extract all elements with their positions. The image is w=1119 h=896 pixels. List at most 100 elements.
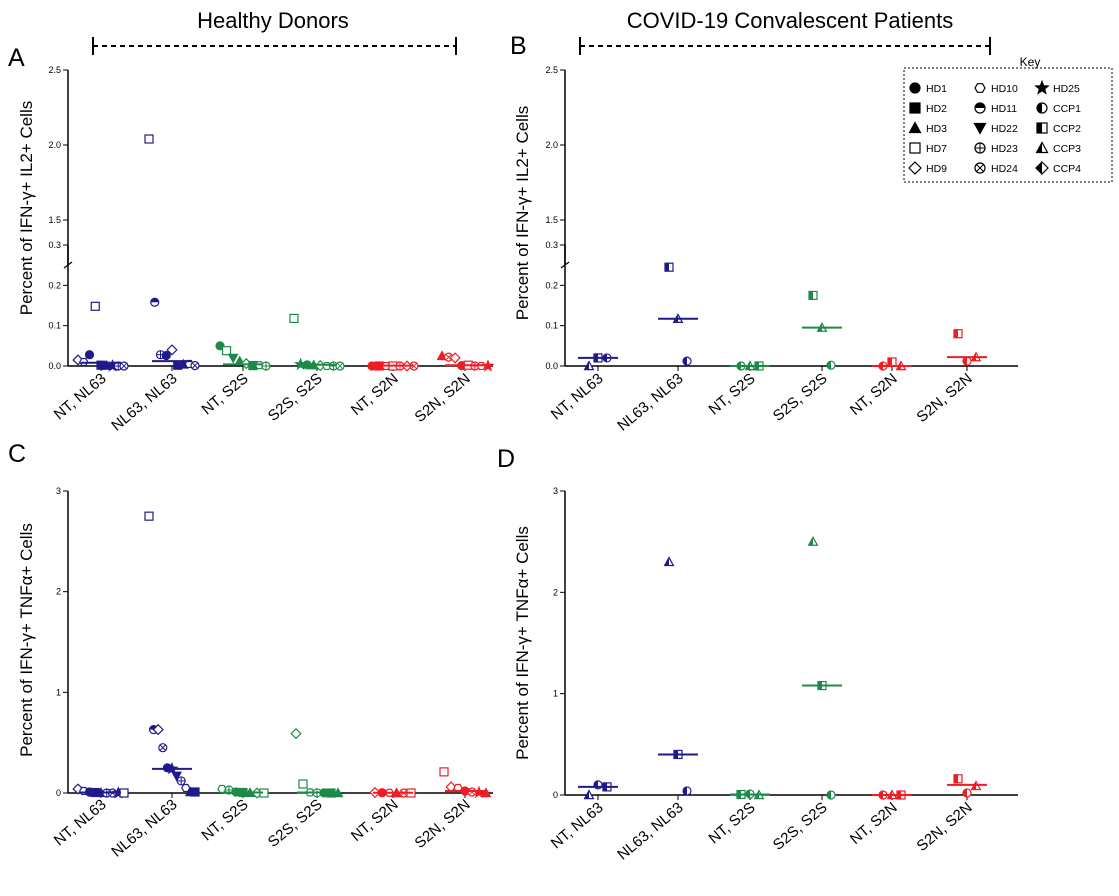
panel-c-point [190,787,200,797]
header-bracket-left [92,37,457,55]
panel-d-ytick-label: 1 [553,689,558,699]
panel-c-ytick-label: 2 [56,587,61,597]
panel-b-category-label: NT, NL63 [548,370,607,423]
key-marker-hd9 [908,161,922,175]
key-label-hd2: HD2 [926,103,947,115]
panel-d-ytick-label: 3 [553,486,558,496]
key-label-ccp4: CCP4 [1053,163,1081,175]
key-label-hd10: HD10 [991,83,1018,95]
key-title: Key [1020,55,1041,69]
panel-d-point [583,789,595,800]
panel-b-point [887,357,897,367]
key-marker-hd22 [973,122,987,135]
panel-letter-d: D [497,445,515,473]
panel-c-category-label: S2S, S2S [265,796,326,851]
panel-b-category-label: S2N, S2N [914,370,976,426]
panel-letter-a: A [8,44,25,72]
panel-a-point [166,344,178,356]
panel-b-point [962,356,972,366]
panel-a-point [84,350,95,360]
panel-b-ytick-label: 2.5 [545,65,558,75]
panel-a-point [144,134,154,144]
panel-d-category-label: S2S, S2S [770,799,831,854]
panel-b-ytick-label: 0.3 [545,240,558,250]
key-marker-ccp1 [1036,102,1048,114]
panel-a-category-label: NT, S2S [198,370,251,418]
panel-letter-b: B [510,32,527,60]
panel-c-ytick-label: 1 [56,687,61,697]
panel-b-ylabel: Percent of IFN-γ+ IL2+ Cells [513,106,532,320]
panel-b-ytick-label: 0.2 [545,280,558,290]
key-label-hd24: HD24 [991,163,1018,175]
key-label-ccp1: CCP1 [1053,103,1081,115]
panel-b-point [583,360,595,371]
key-label-hd22: HD22 [991,123,1018,135]
panel-b-category-label: S2S, S2S [770,370,831,425]
panel-a-ytick-label: 0.0 [48,361,61,371]
panel-b-point [808,290,818,301]
panel-a-point [150,297,160,307]
panel-a-ytick-label: 0.3 [48,240,61,250]
panel-b-point [826,360,836,370]
key-box: Key HD1 HD10 HD25 HD2 HD11 CCP1 HD3 HD22 CCP2 HD7… [903,55,1113,183]
panel-a-category-label: NT, S2N [348,370,402,419]
panel-c-point [158,743,168,753]
key-marker-hd1 [909,82,921,94]
panel-a-point [90,301,100,311]
panel-b-axis-break [560,261,570,269]
header-covid-patients: COVID-19 Convalescent Patients [627,8,954,33]
key-label-hd23: HD23 [991,143,1018,155]
header-bracket-right [579,37,991,55]
panel-d-point [682,786,692,796]
panel-d-point [953,774,963,784]
panel-a-axis-break [63,261,73,269]
key-marker-ccp2 [1036,122,1048,134]
panel-b-ytick-label: 0.0 [545,361,558,371]
panel-b-category-label: NL63, NL63 [614,370,686,434]
panel-d-point [962,788,972,798]
panel-d-point [807,536,819,546]
panel-a-point [289,313,299,324]
panel-c-ytick-label: 3 [56,486,61,496]
panel-c-point [152,723,164,736]
key-label-hd1: HD1 [926,83,947,95]
panel-a-point [449,352,461,364]
panel-d-ylabel: Percent of IFN-γ+ TNFα+ Cells [513,526,532,760]
panel-c-category-label: NT, S2S [198,796,251,844]
panel-c-point [298,779,308,789]
panel-c-category-label: S2N, S2N [412,796,474,852]
panel-b-point [953,329,963,339]
panel-c-category-label: NT, NL63 [51,796,110,849]
key-label-hd25: HD25 [1053,83,1080,95]
panel-a-ytick-label: 0.1 [48,321,61,331]
panel-c-point [480,787,492,798]
panel-b-category-label: NT, S2S [705,370,758,418]
panel-d-category-label: NT, S2S [705,799,758,847]
panel-c-ytick-label: 0 [56,788,61,798]
panel-a-point [335,361,345,371]
panel-d-category-label: NL63, NL63 [614,799,686,863]
panel-a-ytick-label: 0.2 [48,280,61,290]
key-marker-hd7 [909,142,921,154]
header-healthy-donors: Healthy Donors [197,8,349,33]
panel-d-ytick-label: 0 [553,790,558,800]
panel-a-ytick-label: 2.0 [48,140,61,150]
panel-c-ylabel: Percent of IFN-γ+ TNFα+ Cells [17,523,36,757]
panel-d-category-label: NT, S2N [847,799,901,848]
key-marker-ccp3 [1035,141,1049,154]
panel-a-point [227,353,239,364]
panel-b-ytick-label: 1.5 [545,215,558,225]
key-label-hd7: HD7 [926,143,947,155]
key-marker-hd24 [974,162,986,174]
panel-c-category-label: NT, S2N [348,796,402,845]
panel-b-ytick-label: 2.0 [545,140,558,150]
panel-c-point [171,771,183,782]
key-label-hd11: HD11 [991,103,1017,115]
panel-b-point [664,262,674,272]
key-marker-hd2 [909,102,921,114]
panel-a-category-label: NT, NL63 [51,370,110,423]
panel-b-point [682,356,692,366]
